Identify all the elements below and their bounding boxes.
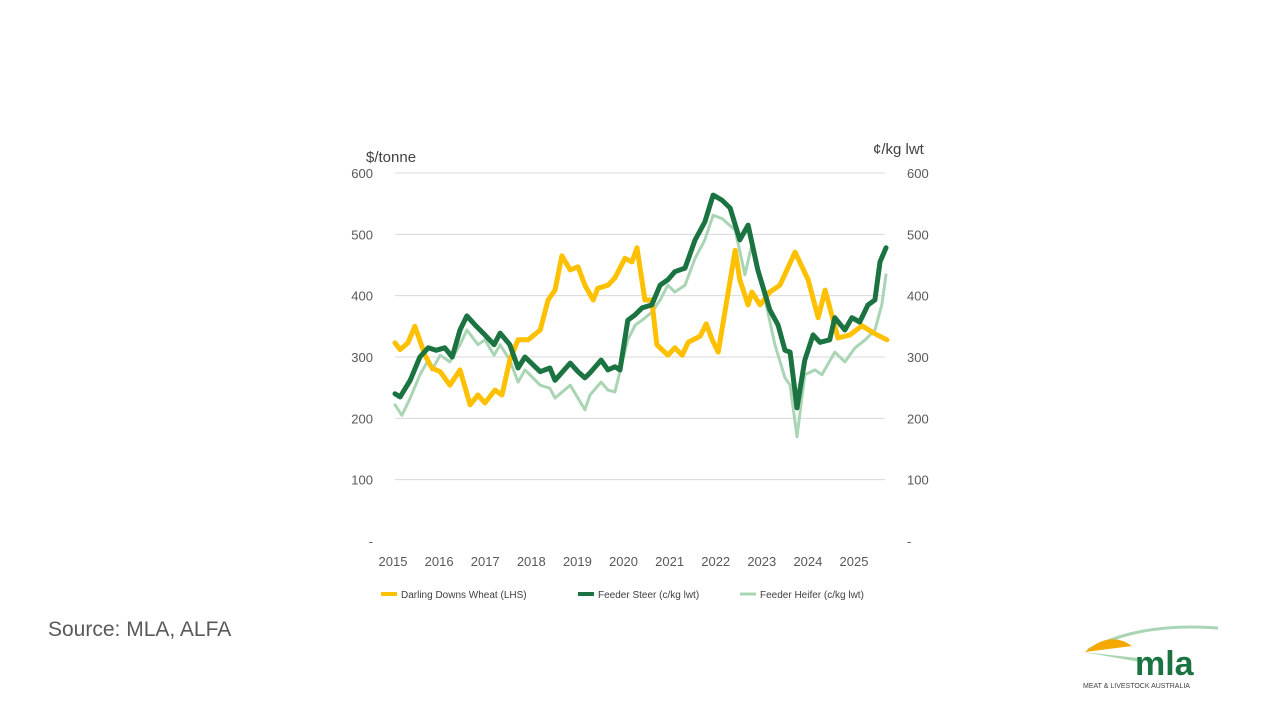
y-tick-right: 300 [907,350,929,365]
y-tick-right: 400 [907,289,929,304]
y-tick-right: 600 [907,166,929,181]
y-tick-right: 100 [907,473,929,488]
right-y-ticks: - 100 200 300 400 500 600 [907,166,929,549]
x-tick: 2022 [701,554,730,569]
x-tick: 2021 [655,554,684,569]
series-line-1 [392,192,889,411]
y-tick-left: 100 [351,473,373,488]
series-lines [392,192,890,439]
x-tick: 2025 [840,554,869,569]
left-y-ticks: - 100 200 300 400 500 600 [351,166,373,549]
x-tick: 2024 [793,554,822,569]
logo-tagline: MEAT & LIVESTOCK AUSTRALIA [1083,683,1190,690]
legend: Darling Downs Wheat (LHS) Feeder Steer (c… [381,590,864,601]
x-tick: 2018 [517,554,546,569]
x-ticks: 2015 2016 2017 2018 2019 2020 2021 2022 2023 2024… [379,554,869,569]
x-tick: 2017 [471,554,500,569]
series-line-0 [392,245,890,408]
source-note: Source: MLA, ALFA [48,618,232,641]
y-tick-right: 500 [907,227,929,242]
y-tick-right: 200 [907,411,929,426]
x-tick: 2023 [747,554,776,569]
mla-logo: mla MEAT & LIVESTOCK AUSTRALIA [1083,625,1219,690]
y-tick-left: 200 [351,411,373,426]
legend-label: Feeder Heifer (c/kg lwt) [760,590,864,601]
left-axis-label: $/tonne [366,149,416,166]
x-tick: 2016 [425,554,454,569]
y-tick-left: - [369,534,373,549]
legend-label: Feeder Steer (c/kg lwt) [598,590,699,601]
gridlines [395,172,885,481]
right-axis-label: ¢/kg lwt [873,141,925,158]
x-tick: 2020 [609,554,638,569]
y-tick-left: 600 [351,166,373,181]
logo-wordmark: mla [1135,645,1195,683]
y-tick-left: 500 [351,227,373,242]
series-line-2 [393,213,888,439]
y-tick-left: 300 [351,350,373,365]
x-tick: 2015 [379,554,408,569]
y-tick-left: 400 [351,289,373,304]
y-tick-right: - [907,534,911,549]
x-tick: 2019 [563,554,592,569]
legend-label: Darling Downs Wheat (LHS) [401,590,527,601]
